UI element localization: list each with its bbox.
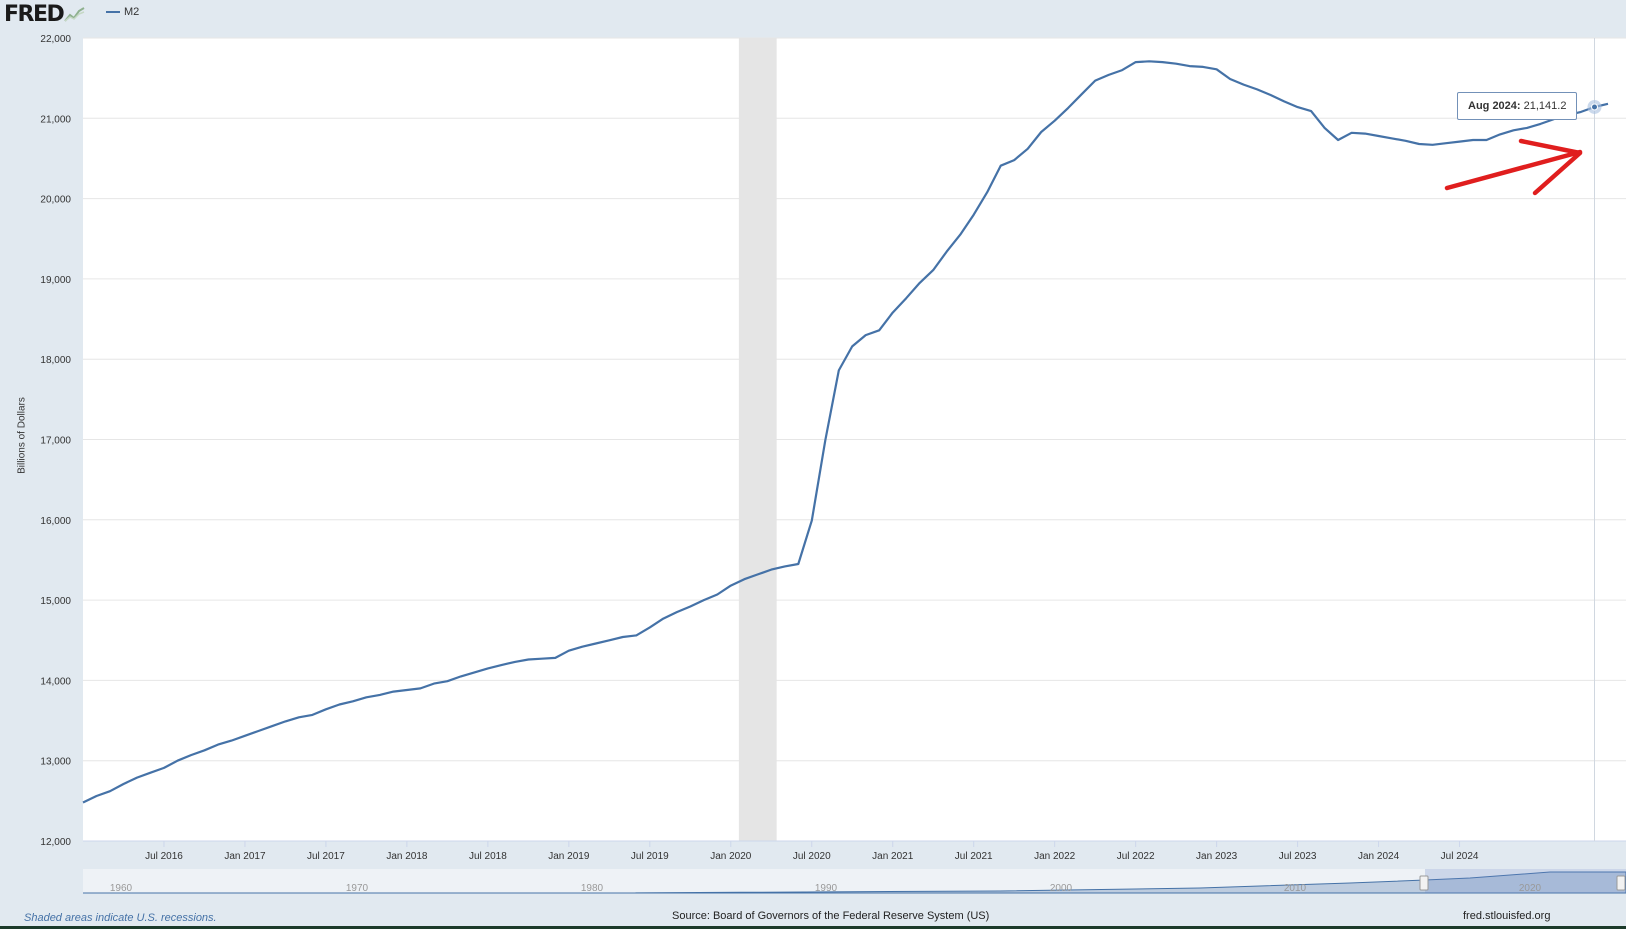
tooltip-value: 21,141.2 bbox=[1523, 100, 1567, 112]
series-line-m2 bbox=[82, 60, 1609, 804]
x-tick-label: Jul 2017 bbox=[307, 851, 345, 862]
navigator-selection bbox=[1425, 869, 1626, 893]
tooltip-date: Aug 2024: bbox=[1468, 100, 1521, 112]
navigator-label: 2020 bbox=[1519, 883, 1542, 894]
x-tick-label: Jan 2020 bbox=[710, 851, 752, 862]
y-tick-label: 18,000 bbox=[40, 355, 71, 366]
fred-logo-text: FRED bbox=[4, 1, 65, 27]
y-tick-label: 16,000 bbox=[40, 516, 71, 527]
legend-swatch bbox=[106, 11, 120, 13]
tooltip: Aug 2024: 21,141.2 bbox=[1457, 92, 1578, 120]
navigator-label: 1980 bbox=[581, 883, 604, 894]
recession-band bbox=[738, 38, 777, 841]
x-tick-label: Jan 2024 bbox=[1358, 851, 1400, 862]
bottom-bar bbox=[0, 926, 1626, 929]
fred-logo[interactable]: FRED bbox=[4, 0, 86, 28]
x-tick-label: Jan 2018 bbox=[386, 851, 428, 862]
y-tick-label: 20,000 bbox=[40, 195, 71, 206]
x-tick-label: Jan 2021 bbox=[872, 851, 914, 862]
navigator-handle-left[interactable] bbox=[1419, 875, 1429, 891]
x-tick-label: Jul 2023 bbox=[1279, 851, 1317, 862]
y-tick-label: 17,000 bbox=[40, 436, 71, 447]
navigator-label: 1970 bbox=[346, 883, 369, 894]
y-tick-label: 22,000 bbox=[40, 34, 71, 45]
x-tick-label: Jul 2024 bbox=[1441, 851, 1479, 862]
y-tick-label: 13,000 bbox=[40, 757, 71, 768]
navigator-label: 2010 bbox=[1284, 883, 1307, 894]
y-tick-label: 15,000 bbox=[40, 596, 71, 607]
navigator-label: 1960 bbox=[110, 883, 133, 894]
x-tick-label: Jul 2018 bbox=[469, 851, 507, 862]
highlight-point bbox=[1591, 103, 1599, 111]
x-tick-label: Jul 2019 bbox=[631, 851, 669, 862]
y-tick-label: 14,000 bbox=[40, 676, 71, 687]
x-tick-label: Jan 2023 bbox=[1196, 851, 1238, 862]
x-tick-label: Jul 2021 bbox=[955, 851, 993, 862]
x-tick-label: Jul 2020 bbox=[793, 851, 831, 862]
annotation-arrow-shaft bbox=[1444, 149, 1583, 191]
chart-line-icon bbox=[64, 7, 85, 22]
legend[interactable]: M2 bbox=[106, 6, 139, 18]
site-link[interactable]: fred.stlouisfed.org bbox=[1463, 910, 1551, 922]
recession-note: Shaded areas indicate U.S. recessions. bbox=[24, 912, 217, 924]
x-tick-label: Jan 2022 bbox=[1034, 851, 1076, 862]
navigator-handle-right[interactable] bbox=[1616, 875, 1626, 891]
y-tick-label: 19,000 bbox=[40, 275, 71, 286]
x-tick-label: Jan 2017 bbox=[224, 851, 266, 862]
y-tick-label: 12,000 bbox=[40, 837, 71, 848]
x-tick-label: Jul 2016 bbox=[145, 851, 183, 862]
navigator-label: 2000 bbox=[1050, 883, 1073, 894]
legend-label: M2 bbox=[124, 6, 140, 18]
x-tick-label: Jul 2022 bbox=[1117, 851, 1155, 862]
x-tick-label: Jan 2019 bbox=[548, 851, 590, 862]
source-text: Source: Board of Governors of the Federa… bbox=[672, 910, 990, 922]
y-tick-label: 21,000 bbox=[40, 114, 71, 125]
navigator-label: 1990 bbox=[815, 883, 838, 894]
annotation-arrow-head bbox=[1518, 138, 1583, 196]
